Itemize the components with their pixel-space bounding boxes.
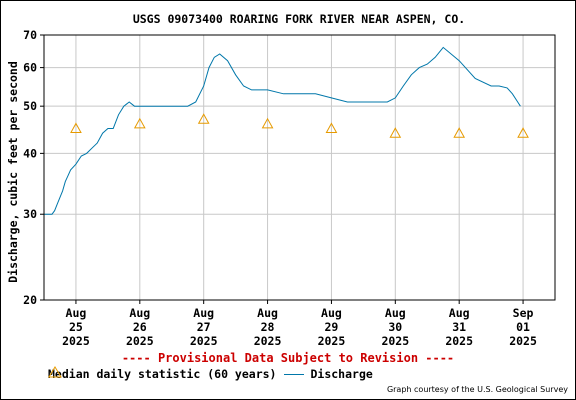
legend-discharge-label: Discharge (310, 367, 373, 381)
median-marker (70, 122, 82, 133)
median-marker (261, 117, 274, 129)
line-swatch-icon (284, 373, 305, 375)
x-tick-label: 25 (69, 320, 83, 334)
x-tick-label: 30 (388, 320, 402, 334)
plot-area-border (43, 34, 556, 301)
x-tick-label: 28 (261, 320, 275, 334)
x-tick-label: Aug (449, 306, 470, 320)
grid (44, 34, 555, 301)
legend-item-median: Median daily statistic (60 years) (48, 366, 277, 381)
legend-item-discharge: Discharge (284, 367, 373, 381)
discharge-line (44, 46, 521, 215)
provisional-notice: ---- Provisional Data Subject to Revisio… (121, 351, 455, 365)
x-tick-label: Aug (321, 306, 342, 320)
x-tick-label: 26 (133, 320, 147, 334)
triangle-icon (48, 366, 62, 378)
x-tick-label: Aug (66, 306, 87, 320)
median-marker (389, 127, 402, 138)
x-tick-label: 2025 (62, 334, 90, 348)
median-marker (453, 127, 466, 138)
median-marker (517, 127, 529, 138)
x-tick-label: 31 (452, 320, 466, 334)
series (44, 46, 529, 215)
x-tick-label: 2025 (381, 334, 409, 348)
median-marker (133, 117, 146, 129)
x-tick-label: 2025 (126, 334, 154, 348)
y-axis-ticks: 20 30 40 50 60 70 (23, 28, 44, 307)
legend: Median daily statistic (60 years) Discha… (48, 366, 381, 382)
y-tick-label: 50 (23, 99, 37, 113)
y-tick-label: 70 (23, 28, 37, 42)
chart-title: USGS 09073400 ROARING FORK RIVER NEAR AS… (133, 12, 465, 26)
x-tick-label: Sep (513, 306, 534, 320)
x-tick-label: Aug (193, 306, 214, 320)
legend-median-label: Median daily statistic (60 years) (48, 367, 277, 381)
x-tick-label: 2025 (445, 334, 473, 348)
x-tick-label: 27 (197, 320, 211, 334)
y-tick-label: 60 (23, 61, 37, 75)
x-tick-label: 29 (325, 320, 339, 334)
x-tick-label: Aug (129, 306, 150, 320)
x-tick-label: 2025 (509, 334, 537, 348)
y-tick-label: 40 (23, 146, 37, 160)
y-tick-label: 30 (23, 207, 37, 221)
x-tick-label: Aug (257, 306, 278, 320)
credit-text: Graph courtesy of the U.S. Geological Su… (386, 385, 568, 394)
x-tick-label: 2025 (318, 334, 346, 348)
x-tick-label: 2025 (190, 334, 218, 348)
x-axis-ticks: Aug252025Aug262025Aug272025Aug282025Aug2… (62, 300, 537, 348)
x-tick-label: 01 (516, 320, 530, 334)
median-marker (325, 122, 338, 133)
x-tick-label: Aug (385, 306, 406, 320)
y-tick-label: 20 (23, 293, 37, 307)
x-tick-label: 2025 (254, 334, 282, 348)
median-marker (197, 113, 210, 124)
y-axis-label: Discharge, cubic feet per second (6, 61, 20, 283)
